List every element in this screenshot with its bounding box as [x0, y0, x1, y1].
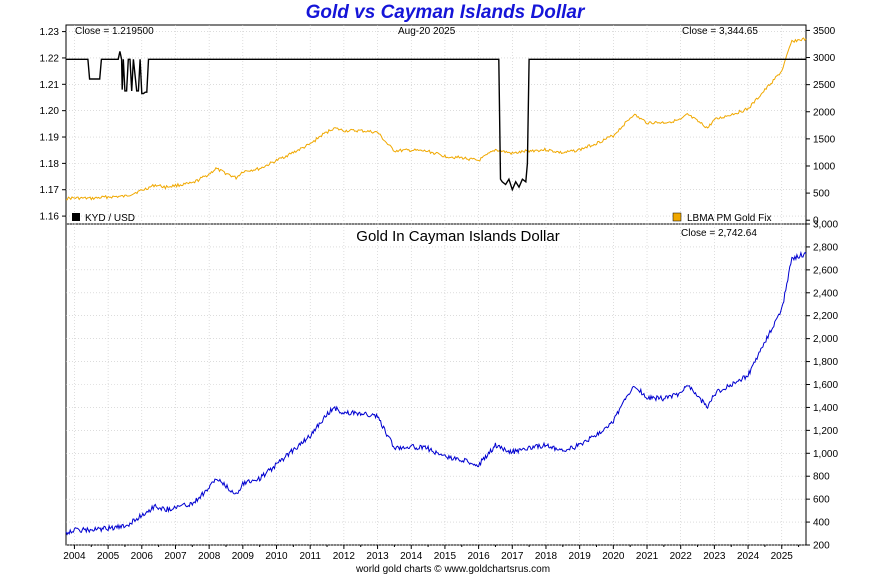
y-bottom-tick-label: 200 [813, 541, 830, 552]
y-bottom-tick-label: 2,600 [813, 265, 838, 276]
y-bottom-tick-label: 2,800 [813, 242, 838, 253]
x-tick-label: 2019 [569, 551, 592, 562]
bottom-close: Close = 2,742.64 [681, 228, 757, 239]
x-tick-label: 2015 [434, 551, 457, 562]
series-line-kyd-usd [66, 51, 806, 192]
y-bottom-tick-label: 600 [813, 495, 830, 506]
y-left-tick-label: 1.18 [40, 159, 60, 170]
y-bottom-tick-label: 1,400 [813, 403, 838, 414]
y-bottom-tick-label: 3,000 [813, 220, 838, 231]
y-bottom-tick-label: 800 [813, 472, 830, 483]
x-tick-label: 2023 [703, 551, 726, 562]
top-close-right: Close = 3,344.65 [682, 26, 758, 37]
x-tick-label: 2022 [670, 551, 693, 562]
top-close-left: Close = 1.219500 [75, 26, 154, 37]
x-tick-label: 2014 [400, 551, 423, 562]
y-left-tick-label: 1.21 [40, 80, 60, 91]
x-tick-label: 2004 [63, 551, 86, 562]
y-right-tick-label: 0 [813, 216, 819, 227]
tick-labels: 2004 2005 2006 2007 2008 2009 2010 2011 2012 2013… [40, 26, 839, 562]
x-tick-label: 2010 [265, 551, 288, 562]
y-right-tick-label: 1000 [813, 161, 836, 172]
bottom-panel-title: Gold In Cayman Islands Dollar [356, 228, 559, 245]
x-tick-label: 2025 [771, 551, 794, 562]
x-tick-label: 2007 [164, 551, 187, 562]
y-left-tick-label: 1.17 [40, 185, 60, 196]
top-date: Aug-20 2025 [398, 26, 456, 37]
x-tick-label: 2006 [131, 551, 154, 562]
y-left-tick-label: 1.19 [40, 133, 60, 144]
y-bottom-tick-label: 1,600 [813, 380, 838, 391]
y-right-tick-label: 3000 [813, 53, 836, 64]
y-right-tick-label: 500 [813, 189, 830, 200]
series-line-gold-usd [66, 37, 807, 201]
legend-gold-swatch [672, 212, 682, 222]
x-tick-label: 2024 [737, 551, 760, 562]
top-panel-frame [65, 24, 807, 225]
y-bottom-tick-label: 1,800 [813, 357, 838, 368]
y-left-tick-label: 1.20 [40, 106, 60, 117]
y-bottom-tick-label: 400 [813, 518, 830, 529]
y-bottom-tick-label: 2,400 [813, 288, 838, 299]
y-bottom-tick-label: 2,200 [813, 311, 838, 322]
y-right-tick-label: 2000 [813, 107, 836, 118]
y-bottom-tick-label: 1,000 [813, 449, 838, 460]
x-tick-label: 2021 [636, 551, 659, 562]
y-bottom-tick-label: 2,000 [813, 334, 838, 345]
series-layer [65, 37, 807, 536]
y-left-tick-label: 1.16 [40, 212, 60, 223]
y-right-tick-label: 1500 [813, 134, 836, 145]
legend-kyd-swatch [72, 213, 80, 221]
x-tick-label: 2018 [535, 551, 558, 562]
x-tick-label: 2008 [198, 551, 221, 562]
legend-gold-label: LBMA PM Gold Fix [687, 213, 771, 224]
chart-title: Gold vs Cayman Islands Dollar [305, 2, 585, 23]
x-tick-label: 2020 [602, 551, 625, 562]
legend-kyd-label: KYD / USD [85, 213, 135, 224]
y-left-tick-label: 1.23 [40, 27, 60, 38]
y-right-tick-label: 2500 [813, 80, 836, 91]
x-tick-label: 2005 [97, 551, 120, 562]
footer-credit: world gold charts © www.goldchartsrus.co… [355, 564, 550, 575]
y-right-tick-label: 3500 [813, 26, 836, 37]
y-left-tick-label: 1.22 [40, 53, 60, 64]
x-tick-label: 2012 [333, 551, 356, 562]
x-tick-label: 2009 [232, 551, 255, 562]
x-tick-label: 2011 [299, 551, 321, 562]
series-line-gold-kyd [65, 250, 807, 536]
top-panel-grid [66, 25, 806, 224]
x-tick-label: 2016 [467, 551, 490, 562]
bottom-panel-grid [66, 223, 806, 546]
x-tick-label: 2017 [501, 551, 524, 562]
x-tick-label: 2013 [366, 551, 389, 562]
y-bottom-tick-label: 1,200 [813, 426, 838, 437]
